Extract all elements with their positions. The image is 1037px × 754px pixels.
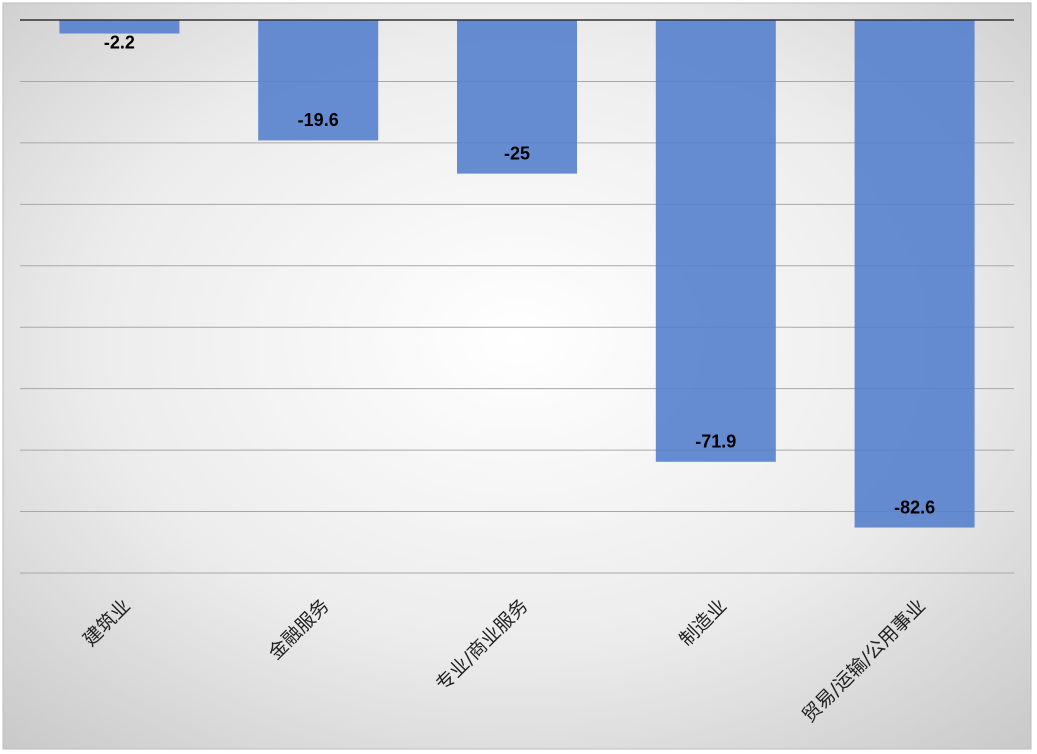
bar [655, 20, 776, 462]
bar [258, 20, 379, 141]
data-label: -71.9 [695, 432, 736, 452]
bar [457, 20, 577, 174]
data-label: -82.6 [894, 497, 935, 517]
data-label: -2.2 [104, 32, 135, 52]
data-label: -25 [504, 143, 530, 163]
bar [854, 20, 975, 528]
bar [59, 20, 180, 34]
data-label: -19.6 [298, 110, 339, 130]
